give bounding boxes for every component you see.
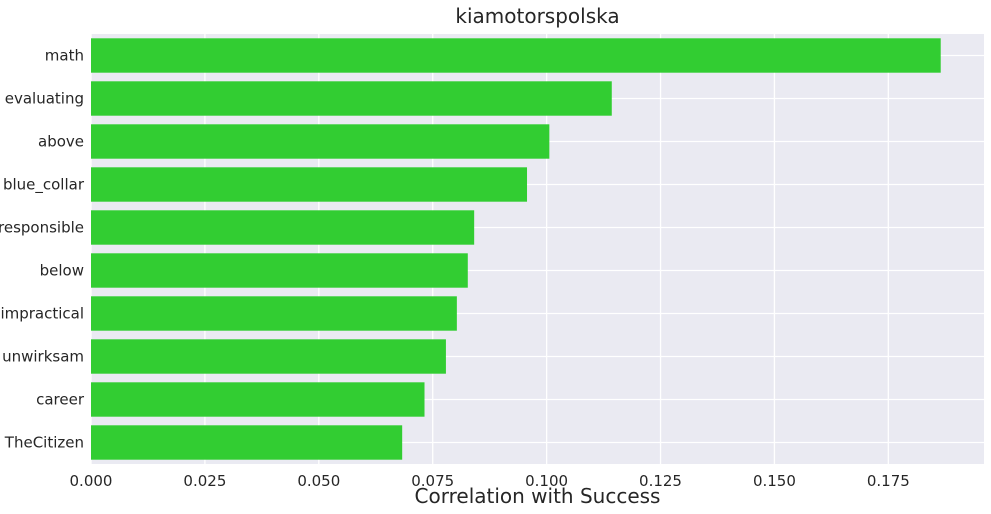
y-tick-label: below xyxy=(40,262,84,280)
y-tick-label: impractical xyxy=(0,305,84,323)
y-tick-label: unwirksam xyxy=(2,348,84,366)
x-tick-label: 0.150 xyxy=(753,472,796,490)
x-tick-label: 0.125 xyxy=(639,472,682,490)
y-tick-label: math xyxy=(45,47,84,65)
x-tick-labels: 0.000 0.025 0.050 0.075 0.100 0.125 0.150 0.175 xyxy=(70,472,910,490)
x-tick-label: 0.050 xyxy=(297,472,340,490)
y-tick-labels: math evaluating above blue_collar responsibl… xyxy=(0,47,85,452)
bar-TheCitizen xyxy=(91,425,403,460)
x-axis-label: Correlation with Success xyxy=(415,484,661,508)
x-tick-label: 0.175 xyxy=(867,472,910,490)
bar-above xyxy=(91,124,550,159)
y-tick-label: blue_collar xyxy=(3,176,85,195)
bar-responsible xyxy=(91,210,475,245)
x-tick-label: 0.000 xyxy=(70,472,113,490)
bar-career xyxy=(91,382,425,417)
bar-evaluating xyxy=(91,81,612,116)
x-tick-label: 0.075 xyxy=(411,472,454,490)
y-tick-label: career xyxy=(36,391,85,409)
bar-blue_collar xyxy=(91,167,528,202)
bar-impractical xyxy=(91,296,457,331)
bar-below xyxy=(91,253,468,288)
y-tick-label: responsible xyxy=(0,219,84,237)
bar-math xyxy=(91,38,941,73)
y-tick-label: TheCitizen xyxy=(4,434,84,452)
y-tick-label: evaluating xyxy=(5,90,84,108)
x-tick-label: 0.100 xyxy=(525,472,568,490)
x-tick-label: 0.025 xyxy=(183,472,226,490)
bars xyxy=(91,38,941,460)
chart-title: kiamotorspolska xyxy=(455,4,619,28)
bar-unwirksam xyxy=(91,339,446,374)
y-tick-label: above xyxy=(38,133,84,151)
